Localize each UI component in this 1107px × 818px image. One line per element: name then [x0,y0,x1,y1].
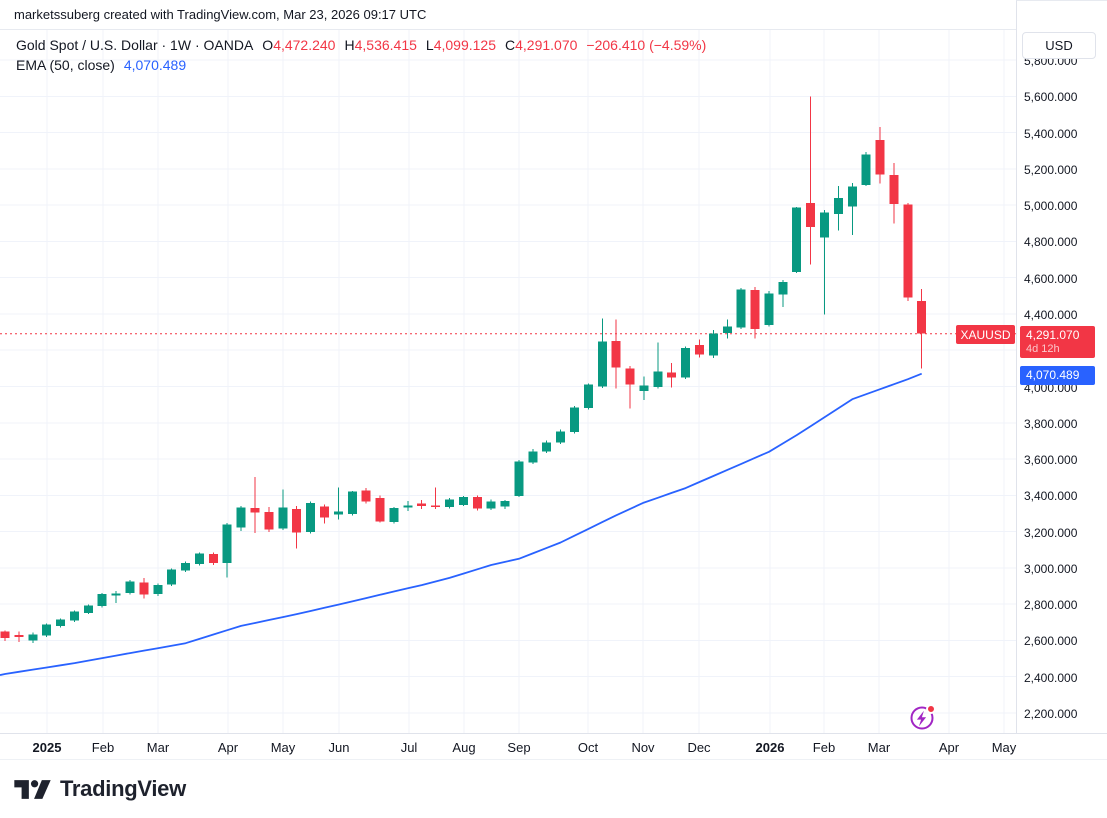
attribution-text: marketssuberg created with TradingView.c… [14,7,427,22]
price-tick-label: 2,400.000 [1024,671,1078,685]
lightning-bolt-icon [916,710,927,727]
symbol-title: Gold Spot / U.S. Dollar · 1W · OANDA [16,37,254,53]
ema-label: EMA (50, close) [16,57,115,73]
time-tick-label: Feb [812,739,836,755]
ohlc-open: O4,472.240 [262,37,336,53]
price-tick-label: 2,600.000 [1024,634,1078,648]
open-value: 4,472.240 [273,37,336,53]
close-value: 4,291.070 [515,37,578,53]
time-tick-label: Nov [631,739,655,755]
price-tick-label: 3,800.000 [1024,417,1078,431]
time-tick-label: Oct [577,739,599,755]
bar-countdown-timer: 4d 12h [1026,343,1060,355]
market-status-icon[interactable] [906,701,940,735]
symbol-legend: Gold Spot / U.S. Dollar · 1W · OANDA O4,4… [16,36,706,76]
tradingview-logo[interactable]: TradingView [14,776,186,803]
price-tick-label: 5,200.000 [1024,163,1078,177]
tradingview-logo-icon [14,779,51,799]
current-price-badge: 4,291.070 4d 12h [1020,326,1095,358]
current-price-value: 4,291.070 [1026,328,1080,342]
price-axis[interactable]: USD 4,291.070 4d 12h 4,070.489 5,800.000… [1016,0,1107,760]
ohlc-close: C4,291.070 [505,37,578,53]
price-tick-label: 3,200.000 [1024,526,1078,540]
price-tick-label: 4,600.000 [1024,272,1078,286]
change-value: −206.410 (−4.59%) [586,37,707,53]
chart-area[interactable] [0,30,1016,733]
time-tick-label: May [270,739,296,755]
price-tick-label: 3,600.000 [1024,453,1078,467]
attribution-bar: marketssuberg created with TradingView.c… [0,0,1107,30]
time-tick-label: 2026 [755,739,785,755]
price-tick-label: 2,200.000 [1024,707,1078,721]
time-tick-label: Feb [91,739,115,755]
symbol-badge: XAUUSD [956,325,1015,344]
price-tick-label: 5,600.000 [1024,90,1078,104]
ema-legend-row: EMA (50, close) 4,070.489 [16,56,706,74]
ohlc-high: H4,536.415 [344,37,417,53]
time-tick-label: Apr [938,739,960,755]
price-tick-label: 5,000.000 [1024,199,1078,213]
ohlc-low: L4,099.125 [425,37,496,53]
time-tick-label: Jun [328,739,350,755]
price-tick-label: 4,800.000 [1024,235,1078,249]
ema-price-badge: 4,070.489 [1020,366,1095,385]
price-tick-label: 3,000.000 [1024,562,1078,576]
time-tick-label: Jul [400,739,418,755]
low-value: 4,099.125 [433,37,496,53]
time-tick-label: Apr [217,739,239,755]
status-ring [910,706,934,730]
time-tick-label: May [991,739,1017,755]
ema-line [0,372,923,676]
time-tick-label: 2025 [32,739,62,755]
time-tick-label: Dec [687,739,711,755]
notification-dot [926,704,936,714]
footer-bar: TradingView [0,760,1107,818]
time-tick-label: Mar [867,739,891,755]
time-tick-label: Aug [452,739,476,755]
time-tick-label: Mar [146,739,170,755]
price-tick-label: 5,400.000 [1024,127,1078,141]
currency-toggle-button[interactable]: USD [1022,32,1096,59]
time-tick-label: Sep [507,739,531,755]
high-value: 4,536.415 [354,37,417,53]
price-tick-label: 3,400.000 [1024,489,1078,503]
tradingview-logo-text: TradingView [60,776,186,801]
ema-value: 4,070.489 [123,57,187,73]
symbol-legend-row: Gold Spot / U.S. Dollar · 1W · OANDA O4,4… [16,36,706,54]
time-axis[interactable]: 2025 Feb Mar Apr May Jun Jul Aug Sep Oct Nov Dec 202… [0,733,1107,760]
price-tick-label: 4,400.000 [1024,308,1078,322]
price-tick-label: 2,800.000 [1024,598,1078,612]
candlestick-chart[interactable] [0,30,1016,733]
